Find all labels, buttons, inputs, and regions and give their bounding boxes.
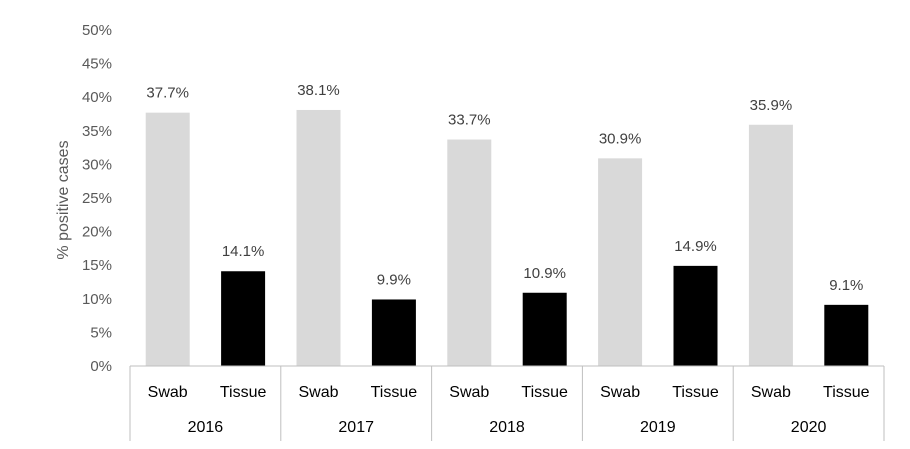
y-tick-label: 5% [90, 324, 112, 341]
bar-swab-2017 [296, 109, 341, 366]
bar-swab-2016 [145, 112, 190, 366]
category-label: Swab [298, 384, 338, 401]
data-label: 35.9% [750, 97, 793, 114]
bars [145, 109, 869, 366]
category-label: Swab [148, 384, 188, 401]
category-label: Tissue [371, 384, 418, 401]
category-label: Tissue [220, 384, 267, 401]
bar-tissue-2019 [673, 265, 718, 366]
data-label: 9.1% [829, 277, 863, 294]
data-label: 30.9% [599, 130, 642, 147]
year-label: 2016 [188, 419, 224, 436]
category-label: Swab [600, 384, 640, 401]
y-tick-label: 15% [82, 257, 112, 274]
y-tick-label: 40% [82, 89, 112, 106]
bar-tissue-2018 [522, 292, 567, 366]
y-tick-label: 0% [90, 358, 112, 375]
year-label: 2018 [489, 419, 525, 436]
year-label: 2020 [791, 419, 827, 436]
y-tick-label: 20% [82, 224, 112, 241]
y-axis-label: % positive cases [55, 140, 72, 259]
data-labels: 37.7% 14.1% 38.1% 9.9% 33.7% 10.9% 30.9% 14.9% 3… [146, 82, 863, 294]
x-axis-categories: Swab Tissue 2016 Swab Tissue 2017 Swab Tissue 20… [148, 384, 870, 436]
data-label: 38.1% [297, 82, 340, 99]
category-label: Tissue [823, 384, 870, 401]
year-label: 2017 [338, 419, 374, 436]
bar-tissue-2020 [824, 304, 869, 366]
bar-swab-2018 [447, 139, 492, 366]
bar-tissue-2017 [371, 299, 416, 366]
y-tick-label: 45% [82, 56, 112, 73]
y-axis-ticks: 0% 5% 10% 15% 20% 25% 30% 35% 40% 45% 50% [82, 22, 112, 375]
y-tick-label: 30% [82, 156, 112, 173]
y-tick-label: 50% [82, 22, 112, 39]
category-label: Tissue [672, 384, 719, 401]
y-tick-label: 10% [82, 291, 112, 308]
data-label: 10.9% [523, 265, 566, 282]
y-tick-label: 35% [82, 123, 112, 140]
x-axis [129, 365, 885, 441]
data-label: 14.1% [222, 243, 265, 260]
data-label: 37.7% [146, 85, 189, 102]
y-tick-label: 25% [82, 190, 112, 207]
data-label: 9.9% [377, 271, 411, 288]
category-label: Swab [449, 384, 489, 401]
category-label: Tissue [521, 384, 568, 401]
data-label: 33.7% [448, 112, 491, 129]
bar-tissue-2016 [221, 271, 266, 366]
year-label: 2019 [640, 419, 676, 436]
bar-swab-2020 [748, 124, 793, 366]
data-label: 14.9% [674, 238, 717, 255]
bar-swab-2019 [598, 158, 643, 366]
category-label: Swab [751, 384, 791, 401]
